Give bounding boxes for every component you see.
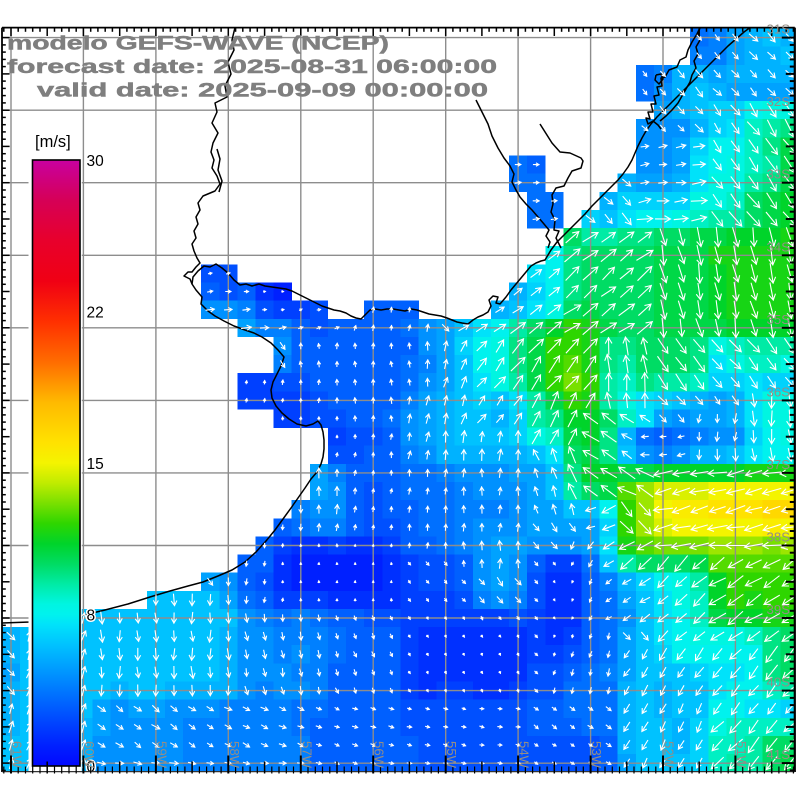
svg-text:38S: 38S: [767, 530, 791, 545]
svg-text:57W: 57W: [299, 741, 314, 769]
svg-text:61W: 61W: [10, 741, 25, 769]
svg-text:39S: 39S: [767, 602, 791, 617]
svg-text:34S: 34S: [767, 239, 791, 254]
svg-text:51W: 51W: [734, 741, 749, 769]
svg-text:[m/s]: [m/s]: [35, 133, 71, 151]
svg-text:22: 22: [87, 305, 104, 322]
svg-text:35S: 35S: [767, 312, 791, 327]
svg-text:54W: 54W: [517, 741, 532, 769]
svg-text:30: 30: [87, 153, 105, 170]
svg-text:modelo GEFS-WAVE (NCEP): modelo GEFS-WAVE (NCEP): [7, 33, 389, 55]
svg-text:60W: 60W: [82, 741, 97, 769]
svg-text:8: 8: [87, 608, 96, 625]
svg-text:33S: 33S: [767, 167, 791, 182]
svg-text:41S: 41S: [767, 747, 791, 762]
svg-text:32S: 32S: [767, 94, 791, 109]
svg-text:52W: 52W: [662, 741, 677, 769]
svg-text:37S: 37S: [767, 457, 791, 472]
svg-text:31S: 31S: [767, 22, 791, 37]
svg-text:58W: 58W: [227, 741, 242, 769]
svg-text:valid date: 2025-09-09 00:00:0: valid date: 2025-09-09 00:00:00: [37, 80, 488, 102]
svg-text:56W: 56W: [372, 741, 387, 769]
svg-text:59W: 59W: [154, 741, 169, 769]
svg-text:40S: 40S: [767, 675, 791, 690]
svg-text:forecast date: 2025-08-31 06:0: forecast date: 2025-08-31 06:00:00: [7, 56, 497, 78]
svg-text:36S: 36S: [767, 384, 791, 399]
svg-text:53W: 53W: [589, 741, 604, 769]
svg-text:15: 15: [87, 456, 104, 473]
svg-text:55W: 55W: [444, 741, 459, 769]
